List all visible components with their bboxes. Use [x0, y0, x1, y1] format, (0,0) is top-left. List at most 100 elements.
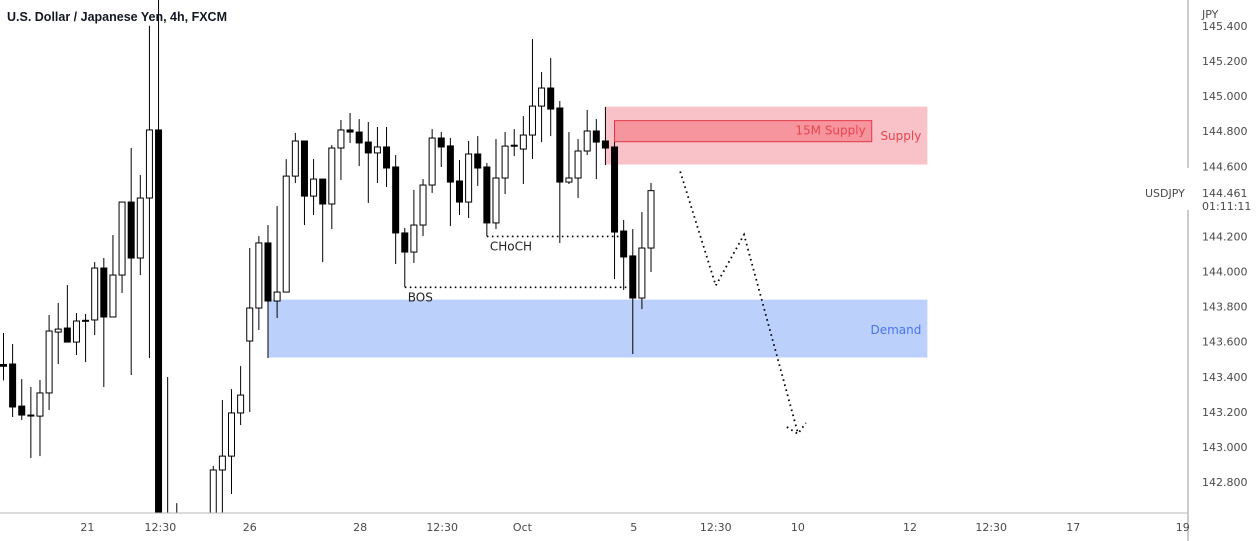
candle	[565, 132, 573, 184]
candle	[647, 182, 655, 273]
price-tick-label: 144.600	[1202, 160, 1248, 173]
candle-body	[36, 392, 44, 417]
price-tick-label: 145.400	[1202, 20, 1248, 33]
candle-body	[355, 131, 363, 144]
level-label-choch: CHoCH	[490, 239, 532, 253]
candle-body	[18, 405, 26, 416]
time-tick-label: 12:30	[145, 521, 177, 534]
candle-body	[419, 184, 427, 226]
candles-layer	[0, 0, 655, 513]
candle-body	[528, 105, 536, 136]
price-tick-label: 143.200	[1202, 406, 1248, 419]
candle-body	[383, 146, 391, 169]
candle	[291, 132, 299, 183]
candle	[246, 248, 254, 413]
candle	[27, 386, 35, 459]
candle-body	[273, 291, 281, 302]
candle-body	[401, 232, 409, 253]
candle-body	[611, 146, 619, 233]
chart-title: U.S. Dollar / Japanese Yen, 4h, FXCM	[7, 10, 227, 24]
candle	[228, 389, 235, 495]
candle-body	[574, 150, 582, 179]
candle	[592, 119, 600, 180]
candle-body	[446, 145, 454, 183]
candle-body	[72, 320, 80, 343]
candle-body	[601, 140, 609, 149]
candle-body	[109, 274, 117, 318]
candle	[501, 132, 509, 194]
candle-body	[547, 87, 555, 110]
time-tick-label: 17	[1066, 521, 1080, 534]
candle-body	[282, 175, 290, 293]
demand-label: Demand	[870, 323, 921, 337]
candle-body	[82, 319, 90, 322]
candle	[620, 219, 628, 290]
candle	[583, 109, 591, 156]
candle	[209, 465, 217, 513]
candle-body	[410, 224, 418, 253]
candle-body	[337, 129, 345, 149]
candle-body	[328, 147, 336, 205]
candle-body	[9, 363, 17, 408]
candle	[118, 201, 126, 293]
candle	[127, 148, 135, 376]
candle-body	[118, 201, 126, 276]
price-axis[interactable]: 145.400 145.200 145.000 144.800 144.600 144.2…	[1202, 20, 1248, 489]
time-tick-label: 12:30	[700, 521, 732, 534]
candle-body	[620, 230, 628, 258]
candle-body	[310, 178, 318, 197]
candle	[310, 159, 318, 216]
candle-body	[346, 129, 354, 133]
candle-body	[629, 255, 637, 299]
candle	[82, 313, 90, 363]
candle	[319, 178, 327, 263]
candle-body	[465, 153, 473, 203]
candle-body	[127, 201, 135, 259]
candle-body	[492, 177, 500, 224]
candle	[410, 189, 418, 263]
time-axis[interactable]: 21 12:30 26 28 12:30 Oct 5 12:30 10 12 12:30 17 19	[80, 521, 1189, 534]
candle	[483, 162, 491, 237]
price-tick-label: 144.200	[1202, 230, 1248, 243]
candle	[528, 39, 536, 160]
zones-layer	[267, 106, 928, 358]
candle	[145, 25, 153, 359]
demand-zone	[267, 299, 928, 358]
candle-body	[592, 130, 600, 143]
supply-15m-label: 15M Supply	[795, 124, 865, 138]
time-tick-label: 28	[353, 521, 367, 534]
price-tick-label: 143.400	[1202, 371, 1248, 384]
candle	[437, 132, 445, 167]
candle-body	[228, 412, 235, 457]
plot-area[interactable]: 15M Supply Supply Demand BOS CHoCH	[0, 0, 928, 513]
candle	[300, 140, 308, 226]
candle	[18, 379, 26, 420]
currency-label: JPY	[1201, 8, 1219, 21]
candle	[638, 212, 646, 310]
candle	[328, 145, 336, 230]
candle	[100, 258, 108, 387]
price-tick-label: 145.200	[1202, 55, 1248, 68]
time-tick-label: 10	[791, 521, 805, 534]
candle	[419, 179, 427, 237]
candle	[446, 138, 454, 226]
candle	[401, 228, 409, 287]
candle	[54, 302, 62, 365]
candle-body	[63, 327, 71, 343]
candle	[456, 159, 463, 216]
candle-body	[519, 134, 527, 150]
candle	[556, 101, 564, 243]
price-tick-label: 144.800	[1202, 125, 1248, 138]
candle	[611, 121, 619, 280]
candle	[45, 315, 53, 410]
candle-body	[483, 166, 491, 224]
candle-body	[319, 178, 327, 205]
supply-label: Supply	[880, 129, 921, 143]
time-tick-label: Oct	[513, 521, 533, 534]
time-tick-label: 12:30	[975, 521, 1007, 534]
price-tick-label: 143.600	[1202, 336, 1248, 349]
candle	[255, 236, 263, 330]
candle-body	[246, 307, 254, 342]
projection-arrowhead	[786, 422, 807, 436]
